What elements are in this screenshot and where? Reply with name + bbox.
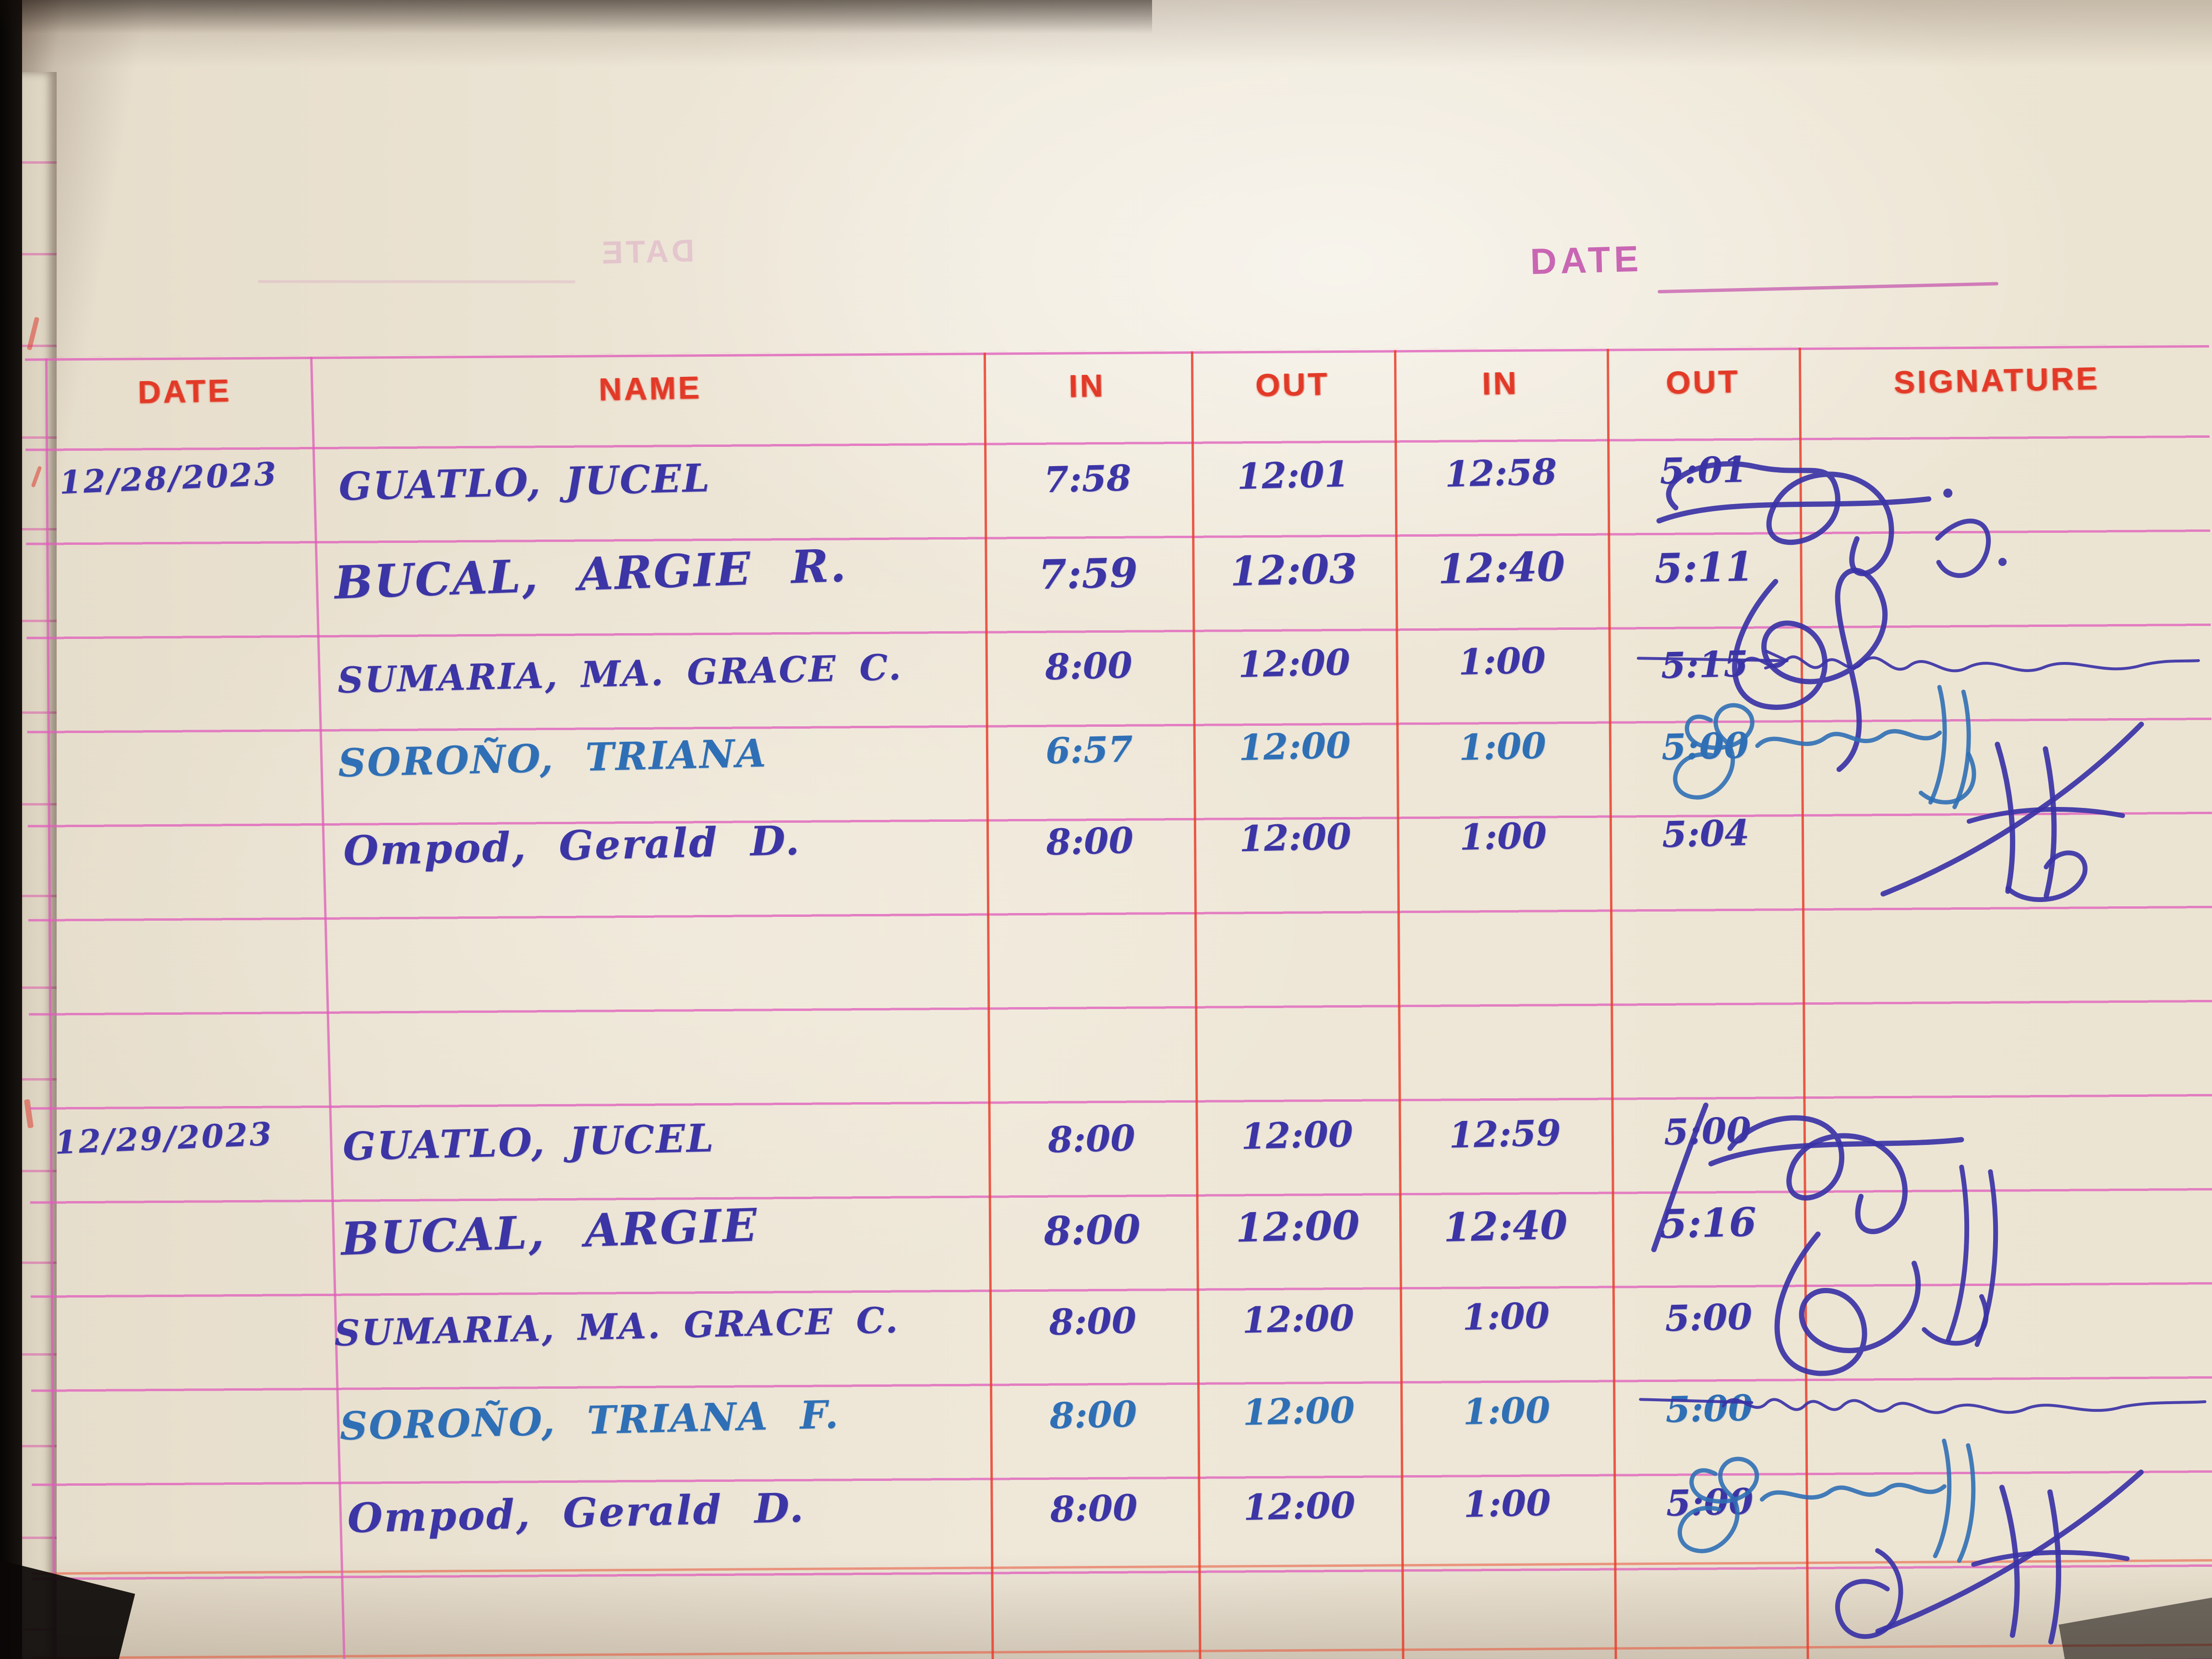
entry-name: GUATLO, JUCEL	[342, 1115, 716, 1169]
header-out-2: OUT	[1665, 363, 1741, 400]
time-out: 12:00	[1238, 724, 1351, 769]
header-in-2: IN	[1481, 365, 1519, 401]
date-stamp-label: DATE	[1529, 238, 1643, 283]
signature-scribbles-section-2	[1639, 1102, 2207, 1645]
header-in-1: IN	[1068, 367, 1106, 404]
time-in: 1:00	[1463, 1482, 1551, 1526]
time-out: 12:00	[1238, 641, 1351, 686]
book-binding	[0, 0, 22, 1659]
time-in: 1:00	[1459, 815, 1547, 859]
time-in: 7:59	[1038, 548, 1139, 599]
time-out: 12:00	[1241, 1297, 1355, 1342]
time-in: 8:00	[1045, 645, 1133, 688]
time-in: 8:00	[1049, 1394, 1138, 1437]
time-in: 12:59	[1448, 1112, 1562, 1156]
time-out: 12:00	[1238, 816, 1352, 860]
time-out: 12:00	[1243, 1484, 1356, 1529]
header-out-1: OUT	[1255, 366, 1330, 403]
time-out: 12:00	[1242, 1389, 1356, 1434]
time-in: 8:00	[1043, 1206, 1141, 1255]
time-in: 8:00	[1046, 820, 1134, 864]
time-in: 6:57	[1045, 729, 1133, 772]
time-in: 12:40	[1443, 1202, 1568, 1251]
signature-scribbles-section-1	[1636, 461, 2200, 902]
bleed-through-date-stamp: DATE	[598, 232, 695, 271]
time-in: 12:58	[1444, 451, 1558, 495]
time-out: 12:03	[1229, 544, 1358, 595]
time-in: 1:00	[1458, 725, 1547, 769]
entry-name: GUATLO, JUCEL	[338, 455, 711, 509]
header-date: DATE	[137, 372, 232, 410]
time-in: 8:00	[1048, 1300, 1137, 1344]
time-in: 1:00	[1462, 1295, 1551, 1339]
time-out: 12:01	[1236, 453, 1350, 498]
time-in: 8:00	[1047, 1118, 1136, 1161]
time-in: 7:58	[1043, 457, 1132, 501]
time-in: 8:00	[1049, 1487, 1138, 1531]
header-signature: SIGNATURE	[1893, 360, 2100, 400]
date-stamp-blank-line	[1658, 282, 1999, 294]
time-in: 12:40	[1437, 542, 1566, 593]
time-out: 12:00	[1235, 1202, 1360, 1251]
bleed-through-blank-line	[258, 280, 576, 284]
time-in: 1:00	[1457, 639, 1546, 684]
photo-top-shadow	[0, 0, 1152, 34]
time-in: 1:00	[1462, 1389, 1551, 1433]
time-out: 12:00	[1240, 1113, 1354, 1158]
